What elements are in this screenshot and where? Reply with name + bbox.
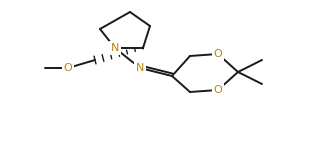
Text: O: O bbox=[214, 85, 222, 95]
Text: N: N bbox=[111, 43, 119, 53]
Text: O: O bbox=[64, 63, 72, 73]
Text: O: O bbox=[214, 49, 222, 59]
Text: N: N bbox=[136, 63, 144, 73]
